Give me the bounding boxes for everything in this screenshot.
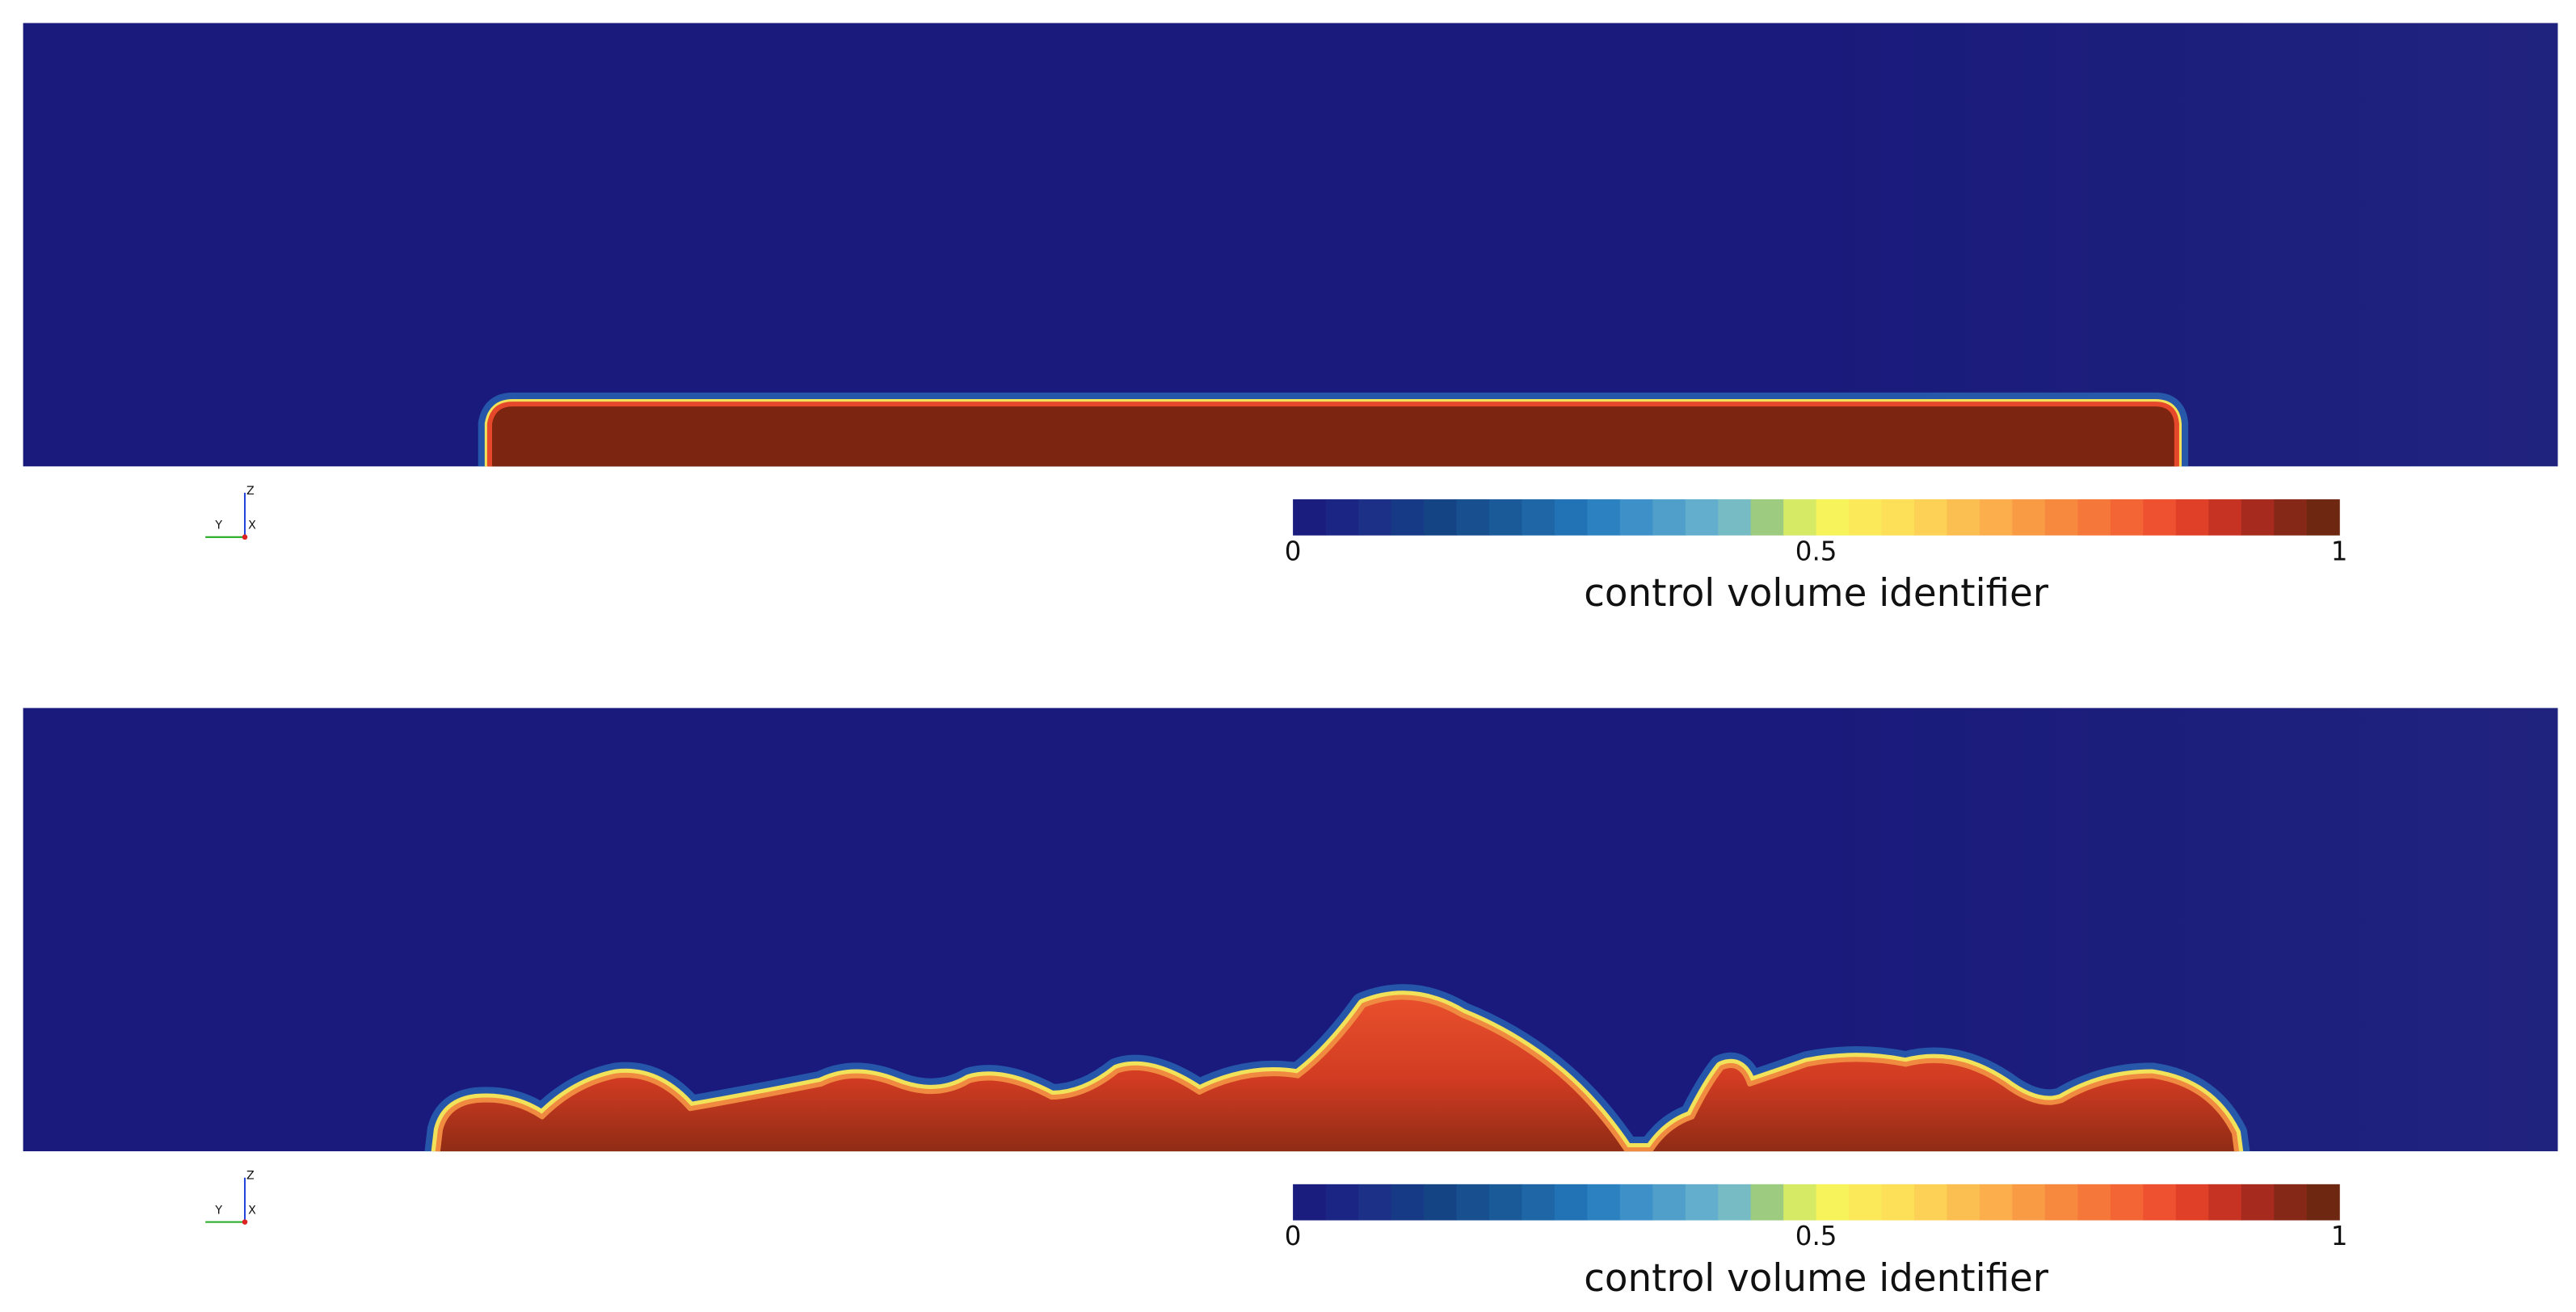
colorbar-title: control volume identifier bbox=[1584, 572, 2049, 616]
colorbar-swatch bbox=[1488, 1184, 1523, 1221]
colorbar-swatch bbox=[1750, 499, 1784, 536]
axis-label: X bbox=[248, 1204, 256, 1217]
colorbar-swatch bbox=[1783, 1184, 1817, 1221]
axis-label: Y bbox=[214, 1204, 222, 1217]
colorbar-tick-label: 1 bbox=[2331, 1221, 2348, 1251]
axis-label: X bbox=[248, 519, 256, 532]
field-view bbox=[23, 23, 2558, 467]
colorbar-swatch bbox=[1947, 499, 1980, 536]
colorbar-swatch bbox=[1979, 1184, 2014, 1221]
colorbar-title: control volume identifier bbox=[1584, 1257, 2049, 1301]
colorbar-swatch bbox=[1685, 499, 1719, 536]
colorbar-swatch bbox=[2044, 499, 2078, 536]
colorbar-tick-label: 0 bbox=[1285, 1221, 1302, 1251]
colorbar-swatch bbox=[1587, 499, 1621, 536]
colorbar-swatch bbox=[1522, 1184, 1555, 1221]
colorbar-swatch bbox=[1881, 499, 1915, 536]
colorbar-swatch bbox=[1914, 499, 1948, 536]
field-view bbox=[23, 708, 2558, 1152]
colorbar-swatch bbox=[1718, 499, 1752, 536]
colorbar-swatch bbox=[1881, 1184, 1915, 1221]
colorbar-swatch bbox=[2143, 499, 2177, 536]
colorbar-swatch bbox=[2208, 499, 2242, 536]
colorbar-swatch bbox=[1488, 499, 1523, 536]
colorbar-swatch bbox=[2110, 499, 2144, 536]
fluid-region bbox=[486, 402, 2179, 467]
colorbar-swatch bbox=[1325, 1184, 1359, 1221]
colorbar-swatch bbox=[1358, 499, 1392, 536]
colorbar-swatch bbox=[2208, 1184, 2242, 1221]
colorbar-tick-label: 1 bbox=[2331, 536, 2348, 566]
colorbar-swatch bbox=[1293, 1184, 1327, 1221]
colorbar-swatch bbox=[2077, 499, 2111, 536]
colorbar-swatch bbox=[1914, 1184, 1948, 1221]
colorbar-swatch bbox=[1816, 499, 1850, 536]
colorbar-swatch bbox=[2143, 1184, 2177, 1221]
colorbar-swatch bbox=[1685, 1184, 1719, 1221]
colorbar-swatch bbox=[1456, 499, 1490, 536]
colorbar-swatch bbox=[1783, 499, 1817, 536]
colorbar-swatch bbox=[1423, 499, 1458, 536]
colorbar-swatch bbox=[2110, 1184, 2144, 1221]
colorbar-swatch bbox=[1358, 1184, 1392, 1221]
axis-x bbox=[242, 534, 248, 540]
colorbar-swatch bbox=[1587, 1184, 1621, 1221]
overlay: Z Y X 0 0.5 1 control volume identifier Z Y X 0 0.5… bbox=[205, 485, 2347, 1301]
colorbar-swatch bbox=[1750, 1184, 1784, 1221]
fluid-region bbox=[424, 984, 2250, 1152]
colorbar-swatch bbox=[1456, 1184, 1490, 1221]
axis-label: Z bbox=[246, 1170, 255, 1183]
colorbar-swatch bbox=[2306, 1184, 2340, 1221]
colorbar-swatch bbox=[1554, 499, 1588, 536]
colorbar-swatch bbox=[1849, 1184, 1883, 1221]
colorbar-swatch bbox=[2241, 1184, 2275, 1221]
colorbar-swatch bbox=[1391, 1184, 1425, 1221]
colorbar-swatch bbox=[1816, 1184, 1850, 1221]
colorbar-tick-label: 0.5 bbox=[1795, 1221, 1837, 1251]
colorbar-swatch bbox=[1652, 1184, 1686, 1221]
colorbar-tick-label: 0.5 bbox=[1795, 536, 1837, 566]
colorbar-swatch bbox=[2012, 499, 2046, 536]
colorbar-swatch bbox=[1619, 499, 1653, 536]
colorbar-swatch bbox=[2012, 1184, 2046, 1221]
colorbar-swatch bbox=[1522, 499, 1555, 536]
colorbar-swatch bbox=[2044, 1184, 2078, 1221]
colorbar-swatch bbox=[2175, 1184, 2209, 1221]
axis-label: Z bbox=[246, 485, 255, 498]
colorbar-swatch bbox=[2077, 1184, 2111, 1221]
colorbar-swatch bbox=[1325, 499, 1359, 536]
colorbar-swatch bbox=[1619, 1184, 1653, 1221]
colorbar-swatch bbox=[2274, 1184, 2308, 1221]
axis-label: Y bbox=[214, 519, 222, 532]
colorbar-swatch bbox=[1947, 1184, 1980, 1221]
colorbar-swatch bbox=[1293, 499, 1327, 536]
colorbar-swatch bbox=[2175, 499, 2209, 536]
fluid bbox=[435, 995, 2240, 1152]
colorbar-swatch bbox=[2241, 499, 2275, 536]
colorbar-swatch bbox=[1391, 499, 1425, 536]
colorbar-swatch bbox=[1554, 1184, 1588, 1221]
colorbar-swatch bbox=[2306, 499, 2340, 536]
colorbar-swatch bbox=[1652, 499, 1686, 536]
colorbar-swatch bbox=[2274, 499, 2308, 536]
colorbar-swatch bbox=[1979, 499, 2014, 536]
colorbar-swatch bbox=[1718, 1184, 1752, 1221]
colorbar-swatch bbox=[1423, 1184, 1458, 1221]
colorbar-swatch bbox=[1849, 499, 1883, 536]
axis-x bbox=[242, 1219, 248, 1225]
colorbar-tick-label: 0 bbox=[1285, 536, 1302, 566]
